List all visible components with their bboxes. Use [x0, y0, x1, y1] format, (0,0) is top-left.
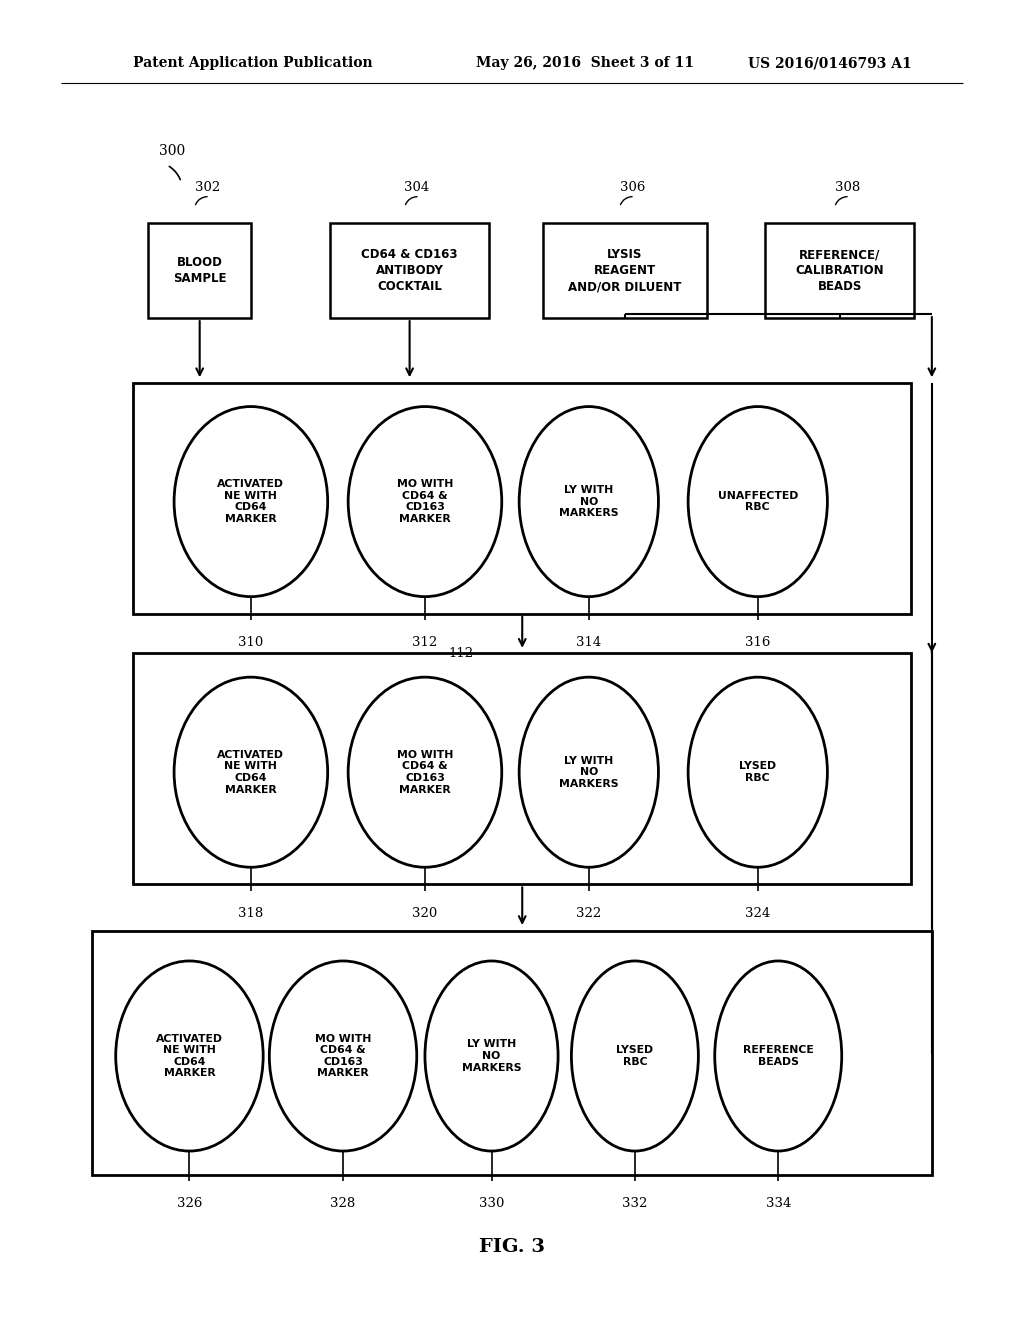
Text: MO WITH
CD64 &
CD163
MARKER: MO WITH CD64 & CD163 MARKER: [314, 1034, 372, 1078]
Text: 300: 300: [159, 144, 185, 158]
Bar: [148, 223, 251, 318]
Bar: [92, 931, 932, 1175]
Text: 322: 322: [577, 907, 601, 920]
Text: LYSED
RBC: LYSED RBC: [739, 762, 776, 783]
Text: Patent Application Publication: Patent Application Publication: [133, 57, 373, 70]
Text: REFERENCE
BEADS: REFERENCE BEADS: [742, 1045, 814, 1067]
Bar: [133, 383, 911, 614]
Ellipse shape: [174, 407, 328, 597]
Text: LY WITH
NO
MARKERS: LY WITH NO MARKERS: [559, 755, 618, 789]
Ellipse shape: [348, 677, 502, 867]
Text: 308: 308: [835, 181, 860, 194]
Text: 304: 304: [404, 181, 430, 194]
Text: LY WITH
NO
MARKERS: LY WITH NO MARKERS: [559, 484, 618, 519]
Ellipse shape: [715, 961, 842, 1151]
Text: 306: 306: [620, 181, 645, 194]
Text: MO WITH
CD64 &
CD163
MARKER: MO WITH CD64 & CD163 MARKER: [396, 479, 454, 524]
Ellipse shape: [571, 961, 698, 1151]
Bar: [543, 223, 707, 318]
Text: 332: 332: [623, 1197, 647, 1210]
Text: 320: 320: [413, 907, 437, 920]
Text: 302: 302: [195, 181, 220, 194]
Bar: [330, 223, 489, 318]
Text: 318: 318: [239, 907, 263, 920]
Text: UNAFFECTED
RBC: UNAFFECTED RBC: [718, 491, 798, 512]
Ellipse shape: [688, 677, 827, 867]
Text: LY WITH
NO
MARKERS: LY WITH NO MARKERS: [462, 1039, 521, 1073]
Ellipse shape: [174, 677, 328, 867]
Text: 312: 312: [413, 636, 437, 649]
Ellipse shape: [348, 407, 502, 597]
Text: 330: 330: [479, 1197, 504, 1210]
Text: 324: 324: [745, 907, 770, 920]
Ellipse shape: [116, 961, 263, 1151]
Text: May 26, 2016  Sheet 3 of 11: May 26, 2016 Sheet 3 of 11: [476, 57, 694, 70]
Text: ACTIVATED
NE WITH
CD64
MARKER: ACTIVATED NE WITH CD64 MARKER: [156, 1034, 223, 1078]
Text: CD64 & CD163
ANTIBODY
COCKTAIL: CD64 & CD163 ANTIBODY COCKTAIL: [361, 248, 458, 293]
Text: ACTIVATED
NE WITH
CD64
MARKER: ACTIVATED NE WITH CD64 MARKER: [217, 479, 285, 524]
Text: LYSED
RBC: LYSED RBC: [616, 1045, 653, 1067]
Text: FIG. 3: FIG. 3: [479, 1238, 545, 1257]
Bar: [765, 223, 913, 318]
Text: 328: 328: [331, 1197, 355, 1210]
Text: 314: 314: [577, 636, 601, 649]
Text: 334: 334: [766, 1197, 791, 1210]
Text: MO WITH
CD64 &
CD163
MARKER: MO WITH CD64 & CD163 MARKER: [396, 750, 454, 795]
Text: 316: 316: [745, 636, 770, 649]
Ellipse shape: [519, 407, 658, 597]
Text: 310: 310: [239, 636, 263, 649]
Ellipse shape: [688, 407, 827, 597]
Text: US 2016/0146793 A1: US 2016/0146793 A1: [748, 57, 911, 70]
Bar: [133, 653, 911, 884]
Text: BLOOD
SAMPLE: BLOOD SAMPLE: [173, 256, 226, 285]
Ellipse shape: [269, 961, 417, 1151]
Text: ACTIVATED
NE WITH
CD64
MARKER: ACTIVATED NE WITH CD64 MARKER: [217, 750, 285, 795]
Text: 112: 112: [447, 647, 473, 660]
Text: REFERENCE/
CALIBRATION
BEADS: REFERENCE/ CALIBRATION BEADS: [796, 248, 884, 293]
Text: 326: 326: [177, 1197, 202, 1210]
Ellipse shape: [425, 961, 558, 1151]
Ellipse shape: [519, 677, 658, 867]
Text: LYSIS
REAGENT
AND/OR DILUENT: LYSIS REAGENT AND/OR DILUENT: [568, 248, 681, 293]
